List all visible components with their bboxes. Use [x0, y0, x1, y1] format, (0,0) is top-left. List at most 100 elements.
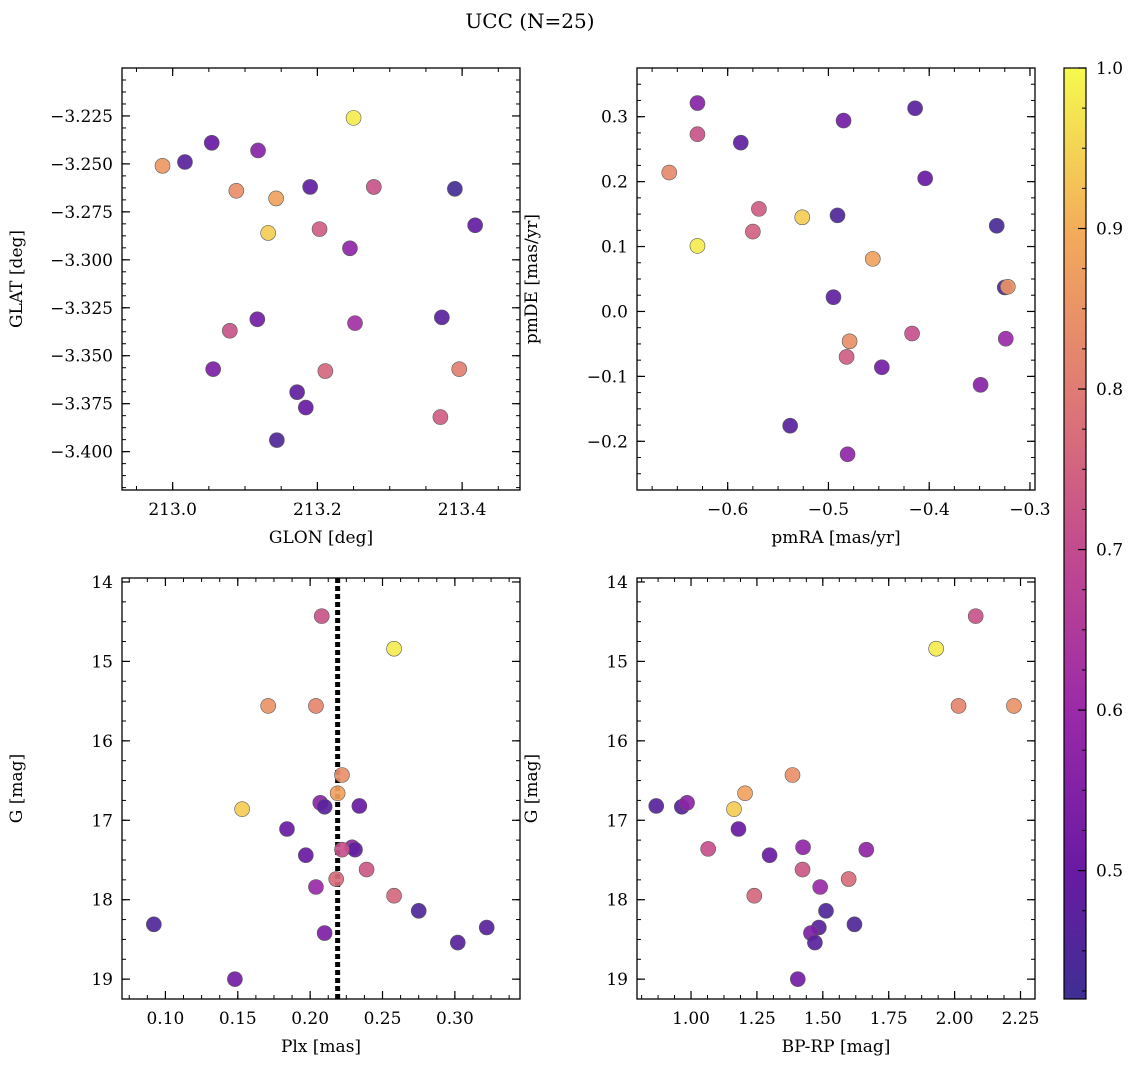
- data-point: [838, 349, 855, 365]
- panel-pmra-pmde: −0.6 −0.5 −0.4 −0.3 −0.2 −0.1 0.0 0.1 0.2 0.3 pmRA…: [522, 67, 1051, 548]
- data-point: [950, 698, 967, 714]
- data-point: [917, 170, 933, 187]
- data-point: [818, 903, 834, 919]
- y-tick-label: 17: [606, 811, 628, 831]
- data-point: [342, 240, 358, 257]
- colorbar-tick-label: 0.5: [1096, 862, 1123, 882]
- scatter-points: [648, 608, 1022, 987]
- data-point: [316, 798, 333, 815]
- data-point: [434, 309, 450, 326]
- data-point: [228, 182, 245, 199]
- x-tick-label: 0.30: [436, 1009, 474, 1029]
- data-point: [410, 903, 427, 919]
- data-point: [794, 209, 811, 226]
- data-point: [972, 377, 989, 393]
- data-point: [904, 325, 920, 342]
- data-point: [782, 417, 798, 434]
- data-point: [746, 887, 763, 904]
- x-tick-label: 0.20: [291, 1009, 329, 1029]
- data-point: [700, 841, 716, 857]
- y-tick-label: 0.3: [601, 108, 628, 128]
- colorbar-tick-label: 0.9: [1096, 220, 1123, 240]
- data-point: [999, 278, 1016, 295]
- data-point: [302, 179, 318, 195]
- axes-frame: [121, 67, 521, 491]
- y-tick-label: 15: [606, 652, 628, 672]
- y-tick-label: 14: [606, 573, 628, 593]
- y-tick-label: −3.375: [50, 395, 113, 415]
- y-axis-label: pmDE [mas/yr]: [522, 214, 542, 344]
- data-point: [308, 879, 324, 895]
- y-tick-label: 18: [91, 891, 113, 911]
- data-point: [366, 179, 382, 195]
- data-point: [205, 361, 221, 377]
- data-point: [829, 207, 846, 224]
- y-tick-label: 0.2: [601, 173, 628, 193]
- data-point: [449, 934, 466, 951]
- y-tick-label: 16: [91, 732, 113, 752]
- figure-title: UCC (N=25): [465, 9, 594, 33]
- data-point: [146, 916, 162, 933]
- data-point: [732, 134, 749, 151]
- data-point: [249, 311, 266, 328]
- colorbar-gradient: [1063, 67, 1087, 1000]
- data-point: [839, 446, 856, 463]
- y-tick-label: 16: [606, 732, 628, 752]
- x-tick-label: 213.0: [148, 500, 197, 520]
- x-axis-label: GLON [deg]: [269, 528, 373, 548]
- x-tick-label: 0.10: [146, 1009, 184, 1029]
- x-tick-label: 1.25: [738, 1009, 776, 1029]
- data-point: [308, 698, 324, 714]
- data-point: [260, 698, 276, 714]
- data-point: [311, 221, 328, 237]
- y-tick-label: 15: [91, 652, 113, 672]
- x-tick-label: −0.4: [909, 500, 950, 520]
- panel-bprp-g: 1.00 1.25 1.50 1.75 2.00 2.25 14 15 16 17 18 19 BP-R…: [522, 573, 1039, 1057]
- data-point: [795, 839, 811, 856]
- axes-frame: [636, 67, 1036, 491]
- y-axis-label: G [mag]: [522, 754, 542, 823]
- panel-glon-glat: 213.0 213.2 213.4 −3.225 −3.250 −3.275 −3.300 −…: [7, 67, 521, 548]
- data-point: [329, 785, 346, 802]
- x-axis-label: Plx [mas]: [281, 1037, 361, 1057]
- y-tick-label: 19: [91, 970, 113, 990]
- panel-plx-g: 0.10 0.15 0.20 0.25 0.30 14 15 16 17 18 19 Plx [mas…: [7, 573, 521, 1057]
- data-point: [432, 409, 449, 425]
- y-tick-label: 14: [91, 573, 113, 593]
- data-point: [250, 142, 266, 159]
- data-point: [840, 871, 857, 887]
- data-point: [761, 847, 778, 864]
- data-point: [745, 223, 761, 240]
- x-tick-label: 0.15: [219, 1009, 257, 1029]
- data-point: [227, 971, 243, 987]
- scatter-points: [661, 95, 1016, 463]
- y-tick-label: 18: [606, 891, 628, 911]
- data-point: [841, 333, 858, 350]
- data-point: [988, 217, 1005, 234]
- data-point: [328, 871, 344, 887]
- y-tick-label: −0.1: [587, 367, 628, 387]
- data-point: [726, 801, 742, 817]
- x-axis-label: pmRA [mas/yr]: [771, 528, 900, 548]
- data-point: [334, 767, 350, 783]
- data-point: [313, 608, 330, 624]
- data-point: [794, 861, 811, 878]
- y-tick-label: −3.325: [50, 299, 113, 319]
- data-point: [279, 821, 295, 837]
- data-point: [874, 359, 890, 376]
- data-point: [679, 794, 695, 811]
- x-tick-label: 0.25: [364, 1009, 402, 1029]
- data-point: [825, 289, 842, 305]
- y-tick-label: 17: [91, 811, 113, 831]
- data-point: [268, 190, 284, 207]
- data-point: [648, 798, 665, 814]
- axes-frame: [636, 577, 1036, 1000]
- data-point: [846, 916, 863, 933]
- data-point: [345, 110, 362, 126]
- axes-frame: [121, 577, 521, 1000]
- scatter-points: [146, 608, 495, 987]
- data-point: [289, 384, 305, 400]
- data-point: [260, 225, 276, 241]
- x-tick-label: 213.4: [438, 500, 487, 520]
- x-tick-label: −0.6: [707, 500, 748, 520]
